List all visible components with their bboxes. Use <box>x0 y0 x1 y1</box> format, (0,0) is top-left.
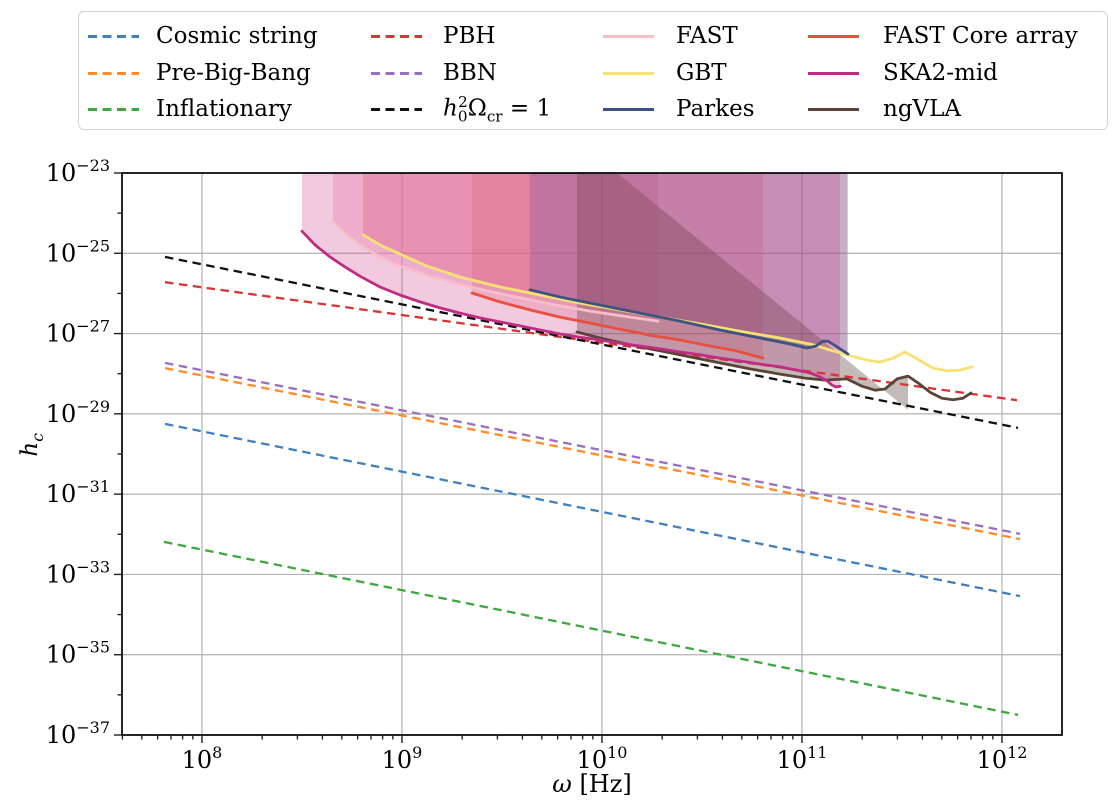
line-pbh <box>164 281 1018 402</box>
legend-pbh-line-sample <box>371 35 422 38</box>
band-fast <box>333 173 658 322</box>
y-tick-label-10e-29: 10−29 <box>46 397 110 428</box>
legend-item-cosmic-string: Cosmic string <box>88 18 318 55</box>
band-fast-core-array <box>472 173 763 359</box>
y-axis-label: hc <box>17 415 47 475</box>
legend-label-pbh: PBH <box>443 23 496 49</box>
legend-item-parkes: Parkes <box>603 91 755 128</box>
x-tick-label-10e10: 1010 <box>577 743 628 774</box>
legend-pre-big-bang-line-sample <box>88 72 139 75</box>
band-parkes <box>530 173 848 354</box>
legend-item-inflationary: Inflationary <box>88 91 292 128</box>
legend-label-cosmic-string: Cosmic string <box>156 23 318 49</box>
y-tick-labels: 10−23 10−25 10−27 10−29 10−31 10−33 10−35 10−37 <box>46 156 110 749</box>
legend-label-omega-critical: h02Ωcr = 1 <box>443 92 552 126</box>
x-axis-symbol: ω <box>552 770 572 798</box>
curve-parkes <box>528 288 850 356</box>
legend-ska2-mid-line-sample <box>808 72 859 75</box>
legend-item-fast-core-array: FAST Core array <box>808 18 1078 55</box>
band-gbt <box>363 173 847 355</box>
legend-inflationary-line-sample <box>88 108 139 111</box>
legend-item-pre-big-bang: Pre-Big-Bang <box>88 55 311 92</box>
legend-item-gbt: GBT <box>603 55 727 92</box>
line-omega-critical <box>164 255 1019 430</box>
x-tick-label-10e8: 108 <box>182 743 223 774</box>
band-ska2-mid <box>302 173 840 387</box>
line-cosmic-string <box>164 422 1021 598</box>
curve-fast-core-array <box>470 291 765 360</box>
detector-curves <box>300 219 974 402</box>
y-tick-label-10e-33: 10−33 <box>46 557 110 588</box>
legend-label-bbn: BBN <box>443 60 497 86</box>
y-axis-symbol-sub: c <box>27 433 47 442</box>
legend-label-parkes: Parkes <box>676 96 755 122</box>
legend-item-ska2-mid: SKA2-mid <box>808 55 998 92</box>
model-lines <box>163 255 1021 717</box>
legend-fast-core-array-line-sample <box>808 35 859 38</box>
legend-ngvla-line-sample <box>808 108 859 111</box>
legend-label-fast: FAST <box>676 23 738 49</box>
line-bbn <box>164 361 1021 536</box>
y-tick-label-10e-27: 10−27 <box>46 317 110 348</box>
curve-gbt <box>361 233 974 373</box>
legend-item-bbn: BBN <box>371 55 497 92</box>
line-inflationary <box>163 540 1019 717</box>
legend-omega-critical-line-sample <box>371 108 422 111</box>
legend-gbt-line-sample <box>603 72 654 75</box>
line-pre-big-bang <box>164 366 1021 541</box>
x-axis-label: ω [Hz] <box>492 770 692 798</box>
y-tick-label-10e-31: 10−31 <box>46 477 110 508</box>
y-tick-label-10e-37: 10−37 <box>46 718 110 749</box>
y-tick-label-10e-25: 10−25 <box>46 236 110 267</box>
x-axis-unit: [Hz] <box>571 770 632 798</box>
legend: Cosmic string Pre-Big-Bang Inflationary PBH… <box>78 11 1108 130</box>
y-tick-label-10e-23: 10−23 <box>46 156 110 187</box>
curve-ngvla <box>575 330 973 402</box>
legend-parkes-line-sample <box>603 108 654 111</box>
legend-cosmic-string-line-sample <box>88 35 139 38</box>
y-axis-symbol: h <box>17 441 44 457</box>
legend-item-omega-critical: h02Ωcr = 1 <box>371 91 551 128</box>
x-tick-labels: 108 109 1010 1011 1012 <box>182 743 1028 774</box>
legend-item-pbh: PBH <box>371 18 495 55</box>
legend-item-fast: FAST <box>603 18 738 55</box>
curve-ska2-mid <box>300 229 842 389</box>
x-tick-label-10e9: 109 <box>382 743 423 774</box>
legend-fast-line-sample <box>603 35 654 38</box>
legend-label-pre-big-bang: Pre-Big-Bang <box>156 60 311 86</box>
legend-label-ska2-mid: SKA2-mid <box>883 60 998 86</box>
axis-ticks <box>114 172 1003 743</box>
x-tick-label-10e11: 1011 <box>777 743 828 774</box>
legend-label-ngvla: ngVLA <box>883 96 962 122</box>
curve-fast <box>331 219 660 323</box>
legend-label-inflationary: Inflationary <box>156 96 292 122</box>
legend-item-ngvla: ngVLA <box>808 91 961 128</box>
legend-bbn-line-sample <box>371 72 422 75</box>
legend-label-gbt: GBT <box>676 60 727 86</box>
x-tick-label-10e12: 1012 <box>977 743 1028 774</box>
legend-label-fast-core-array: FAST Core array <box>883 23 1078 49</box>
grid-lines <box>122 173 1062 735</box>
y-tick-label-10e-35: 10−35 <box>46 638 110 669</box>
